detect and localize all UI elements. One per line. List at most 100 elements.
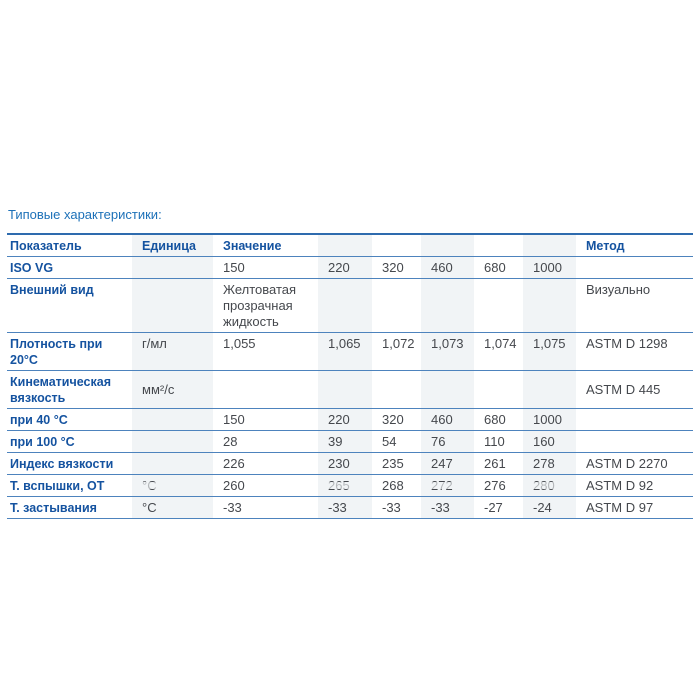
value-cell: 226: [223, 456, 245, 471]
value-cell: 160: [533, 434, 555, 449]
value-cell: 276: [484, 478, 506, 493]
method-cell: ASTM D 92: [586, 478, 654, 493]
value-cell: 268: [382, 478, 404, 493]
value-cell: 235: [382, 456, 404, 471]
value-cell: 1000: [533, 412, 562, 427]
table-row-at-40c: при 40 °C 150 220 320 460 680 1000: [7, 409, 693, 431]
value-cell: 1,075: [533, 336, 566, 351]
table-row-iso-vg: ISO VG 150 220 320 460 680 1000: [7, 257, 693, 279]
table-row-appearance: Внешний вид Желтоватая прозрачная жидкос…: [7, 279, 693, 333]
unit-cell: мм²/с: [142, 382, 175, 397]
row-label: Т. вспышки, ОТ: [10, 479, 105, 493]
value-cell: 230: [328, 456, 350, 471]
col-header-spacer: [474, 234, 523, 257]
value-cell: 39: [328, 434, 343, 449]
value-cell: [213, 371, 318, 409]
unit-cell: [132, 279, 213, 333]
value-cell: 247: [431, 456, 453, 471]
value-cell: -33: [382, 500, 401, 515]
method-cell: Визуально: [586, 282, 651, 297]
value-cell: 1000: [533, 260, 562, 275]
value-cell: Желтоватая прозрачная жидкость: [223, 282, 297, 329]
value-cell: 1,055: [223, 336, 256, 351]
value-cell: -33: [328, 500, 347, 515]
value-cell: 460: [431, 412, 453, 427]
value-cell: [421, 279, 474, 333]
value-cell: -33: [223, 500, 242, 515]
unit-cell: °C: [142, 500, 157, 515]
value-cell: 460: [431, 260, 453, 275]
table-row-viscosity-index: Индекс вязкости 226 230 235 247 261 278 …: [7, 453, 693, 475]
value-cell: 1,072: [382, 336, 415, 351]
unit-cell: [132, 431, 213, 453]
value-cell: 54: [382, 434, 397, 449]
column-stripe-extension: [318, 482, 372, 489]
value-cell: 220: [328, 412, 350, 427]
row-label: при 40 °C: [10, 413, 68, 427]
method-cell: ASTM D 1298: [586, 336, 668, 351]
value-cell: 1,074: [484, 336, 517, 351]
section-heading: Типовые характеристики:: [8, 207, 162, 222]
value-cell: 320: [382, 412, 404, 427]
value-cell: 320: [382, 260, 404, 275]
value-cell: 76: [431, 434, 446, 449]
characteristics-table: Показатель Единица Значение Метод ISO VG…: [7, 233, 693, 519]
row-label: Т. застывания: [10, 501, 97, 515]
table-row-flash-point: Т. вспышки, ОТ °C 260 265 268 272 276 28…: [7, 475, 693, 497]
column-stripe-extension: [523, 482, 576, 489]
value-cell: 150: [223, 412, 245, 427]
value-cell: [523, 279, 576, 333]
value-cell: 110: [484, 434, 505, 449]
header-row: Показатель Единица Значение Метод: [7, 234, 693, 257]
unit-cell: г/мл: [142, 336, 167, 351]
col-header-spacer: [372, 234, 421, 257]
value-cell: 261: [484, 456, 506, 471]
col-header-value: Значение: [223, 239, 282, 253]
unit-cell: [132, 257, 213, 279]
table-row-kinematic-viscosity: Кинематическая вязкость мм²/с ASTM D 445: [7, 371, 693, 409]
value-cell: 150: [223, 260, 245, 275]
row-label: ISO VG: [10, 261, 54, 275]
row-label: Плотность при 20°C: [10, 337, 103, 367]
value-cell: -24: [533, 500, 552, 515]
value-cell: [421, 371, 474, 409]
col-header-spacer: [421, 234, 474, 257]
characteristics-table-wrap: Показатель Единица Значение Метод ISO VG…: [7, 233, 693, 519]
col-header-unit: Единица: [142, 239, 196, 253]
method-cell: [576, 409, 693, 431]
value-cell: -33: [431, 500, 450, 515]
row-label: Внешний вид: [10, 283, 94, 297]
unit-cell: [132, 409, 213, 431]
table-row-pour-point: Т. застывания °C -33 -33 -33 -33 -27 -24…: [7, 497, 693, 519]
value-cell: [372, 371, 421, 409]
value-cell: 220: [328, 260, 350, 275]
row-label: Кинематическая вязкость: [10, 375, 111, 405]
value-cell: -27: [484, 500, 503, 515]
value-cell: 1,073: [431, 336, 464, 351]
value-cell: [523, 371, 576, 409]
value-cell: [318, 279, 372, 333]
value-cell: 260: [223, 478, 245, 493]
table-row-density: Плотность при 20°C г/мл 1,055 1,065 1,07…: [7, 333, 693, 371]
row-label: Индекс вязкости: [10, 457, 114, 471]
column-stripe-extension: [132, 482, 213, 489]
value-cell: 1,065: [328, 336, 361, 351]
value-cell: [372, 279, 421, 333]
col-header-indicator: Показатель: [10, 239, 82, 253]
method-cell: ASTM D 2270: [586, 456, 668, 471]
value-cell: 680: [484, 412, 506, 427]
method-cell: [576, 257, 693, 279]
value-cell: [474, 279, 523, 333]
method-cell: ASTM D 97: [586, 500, 654, 515]
table-row-at-100c: при 100 °C 28 39 54 76 110 160: [7, 431, 693, 453]
value-cell: 28: [223, 434, 238, 449]
col-header-method: Метод: [586, 239, 625, 253]
column-stripe-extension: [421, 482, 474, 489]
col-header-spacer: [523, 234, 576, 257]
value-cell: 278: [533, 456, 555, 471]
value-cell: 680: [484, 260, 506, 275]
unit-cell: [132, 453, 213, 475]
row-label: при 100 °C: [10, 435, 75, 449]
col-header-spacer: [318, 234, 372, 257]
